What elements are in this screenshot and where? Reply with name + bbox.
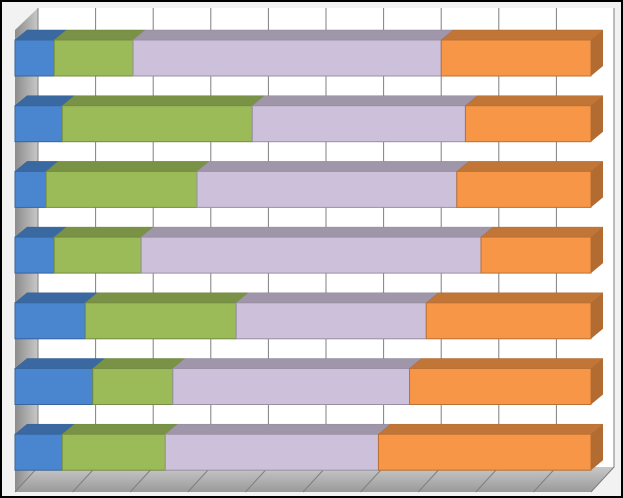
bar-top: [92, 358, 186, 369]
bar-top: [61, 95, 266, 106]
bar: [14, 105, 63, 143]
bar: [53, 39, 134, 77]
bar-top: [456, 161, 604, 172]
bar-top: [440, 29, 604, 41]
bar: [480, 236, 592, 274]
bar-side: [591, 358, 603, 405]
bar: [14, 433, 63, 471]
bar: [464, 105, 592, 143]
bar-top: [45, 161, 210, 172]
bar-top: [61, 423, 179, 435]
bar: [251, 105, 466, 143]
bar: [456, 170, 592, 208]
bar: [425, 302, 592, 340]
bar-top: [132, 29, 454, 41]
bar: [196, 170, 458, 208]
bar-top: [53, 226, 154, 238]
bar-top: [235, 292, 439, 304]
bar-top: [14, 358, 106, 369]
bar: [172, 368, 411, 405]
bar: [377, 433, 592, 471]
bar-top: [164, 423, 392, 435]
bar: [14, 170, 47, 208]
bar: [140, 236, 482, 274]
bar: [45, 170, 198, 208]
bar-top: [172, 358, 423, 369]
bar-side: [591, 161, 603, 208]
bar: [61, 105, 253, 143]
bar: [440, 39, 592, 77]
bar: [164, 433, 379, 471]
bar-top: [480, 226, 604, 238]
bar-top: [14, 292, 98, 304]
bar-top: [196, 161, 470, 172]
bar-side: [591, 292, 603, 339]
bar: [53, 236, 142, 274]
bar-side: [591, 424, 603, 471]
bar-top: [251, 95, 479, 106]
bar-top: [377, 423, 604, 435]
bar-top: [408, 358, 604, 369]
bar-top: [53, 29, 146, 41]
bar-side: [591, 30, 603, 76]
bar-top: [140, 226, 494, 238]
bar-side: [591, 95, 603, 142]
bars: [14, 29, 604, 471]
bar: [14, 302, 86, 340]
bar: [14, 236, 55, 274]
bar-side: [591, 227, 603, 274]
bar-top: [464, 95, 604, 106]
bar: [235, 302, 427, 340]
bar: [61, 433, 166, 471]
bar: [409, 368, 592, 405]
bar: [132, 39, 442, 77]
grid-line: [590, 8, 615, 493]
bar-top: [84, 292, 249, 304]
bar: [84, 302, 237, 340]
bar: [92, 368, 174, 405]
bar: [14, 368, 94, 405]
bar: [14, 39, 55, 77]
bar-top: [425, 292, 604, 304]
